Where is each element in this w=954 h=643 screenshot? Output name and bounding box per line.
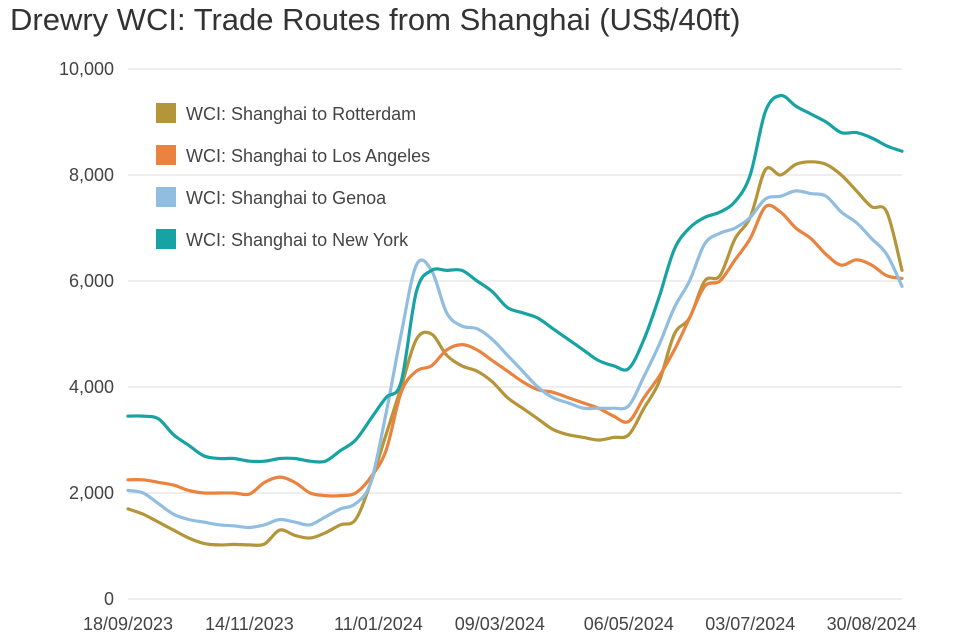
y-tick-label: 4,000: [69, 377, 114, 397]
y-tick-label: 8,000: [69, 165, 114, 185]
y-tick-label: 6,000: [69, 271, 114, 291]
legend: WCI: Shanghai to Rotterdam WCI: Shanghai …: [156, 103, 430, 250]
y-axis-ticks: 0 2,000 4,000 6,000 8,000 10,000: [59, 59, 114, 609]
legend-label: WCI: Shanghai to Los Angeles: [186, 146, 430, 166]
legend-label: WCI: Shanghai to Rotterdam: [186, 104, 416, 124]
series-line-wci-shanghai-to-rotterdam: [126, 160, 904, 547]
x-tick-label: 09/03/2024: [455, 614, 545, 634]
grid-lines: [128, 68, 902, 600]
x-tick-label: 18/09/2023: [83, 614, 173, 634]
legend-swatch: [156, 229, 176, 249]
series-line-wci-shanghai-to-los-angeles: [126, 203, 904, 498]
chart-title: Drewry WCI: Trade Routes from Shanghai (…: [10, 2, 741, 37]
series-line-wci-shanghai-to-genoa: [126, 189, 904, 530]
y-tick-label: 10,000: [59, 59, 114, 79]
x-tick-label: 11/01/2024: [334, 614, 423, 634]
series-line-wci-shanghai-to-new-york: [126, 93, 904, 464]
legend-swatch: [156, 103, 176, 123]
legend-swatch: [156, 187, 176, 207]
y-tick-label: 0: [104, 589, 114, 609]
legend-swatch: [156, 145, 176, 165]
x-tick-label: 06/05/2024: [584, 614, 674, 634]
x-tick-label: 30/08/2024: [827, 614, 917, 634]
legend-label: WCI: Shanghai to New York: [186, 230, 409, 250]
series-lines: [126, 93, 904, 547]
x-tick-label: 03/07/2024: [705, 614, 795, 634]
y-tick-label: 2,000: [69, 483, 114, 503]
legend-label: WCI: Shanghai to Genoa: [186, 188, 387, 208]
x-axis-ticks: 18/09/2023 14/11/2023 11/01/2024 09/03/2024…: [83, 614, 917, 634]
x-tick-label: 14/11/2023: [205, 614, 294, 634]
